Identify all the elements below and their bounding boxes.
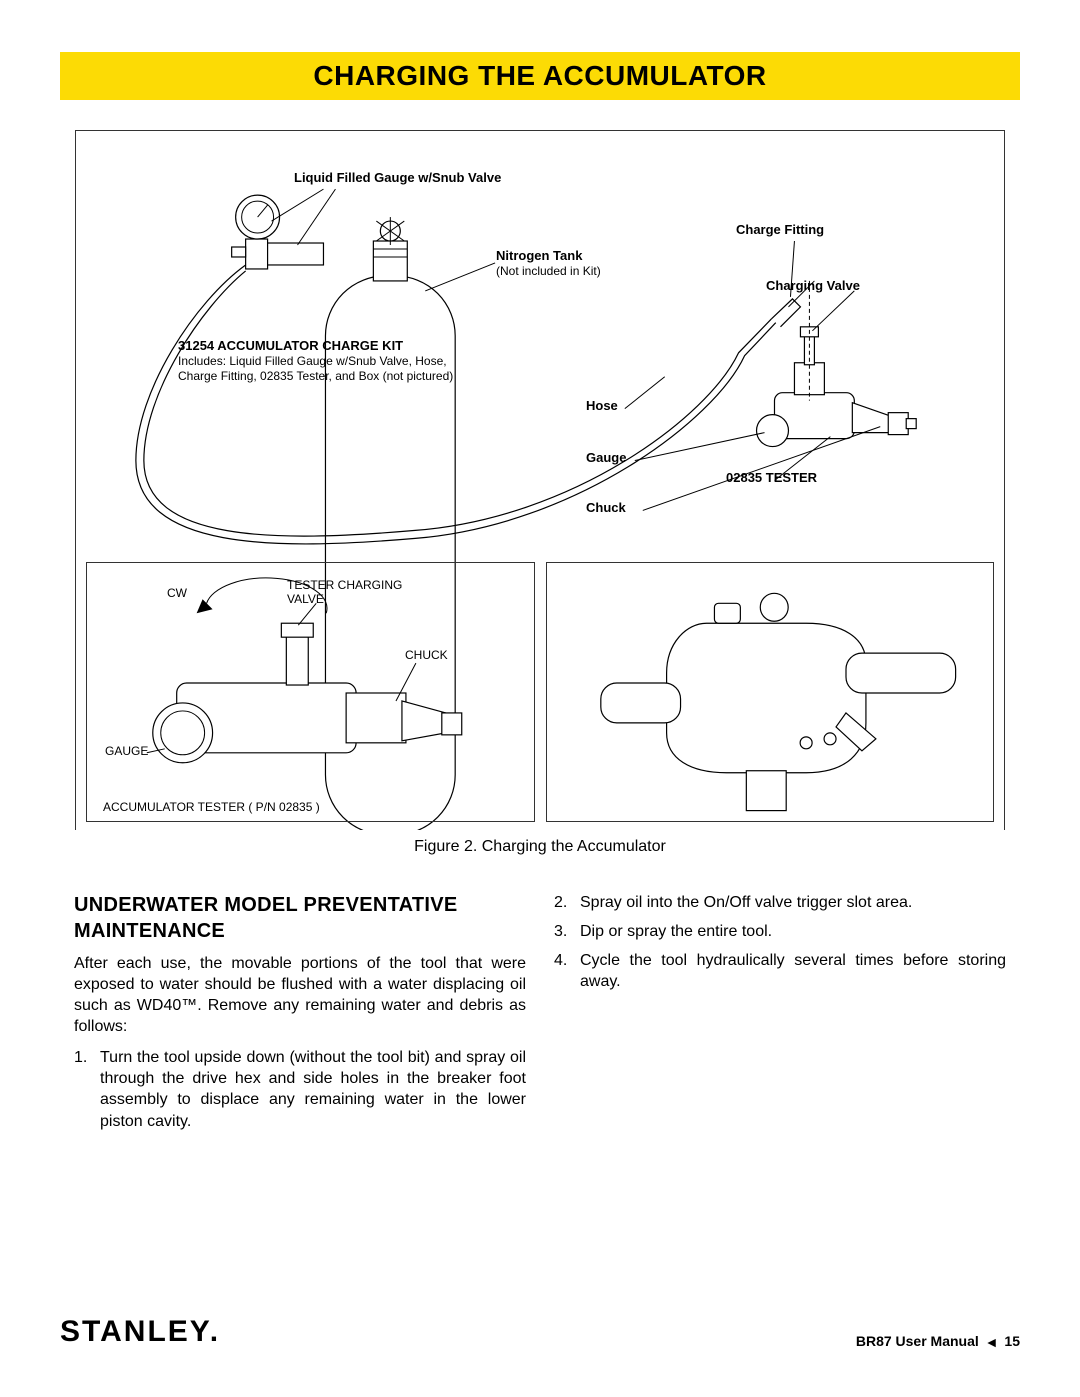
- step-text: Dip or spray the entire tool.: [580, 921, 1006, 942]
- column-left: UNDERWATER MODEL PREVENTATIVE MAINTENANC…: [74, 892, 526, 1140]
- label-kit: 31254 ACCUMULATOR CHARGE KIT Includes: L…: [178, 339, 468, 384]
- section-heading: UNDERWATER MODEL PREVENTATIVE MAINTENANC…: [74, 892, 526, 945]
- stanley-logo: STANLEY.: [60, 1315, 220, 1349]
- steps-list-left: 1. Turn the tool upside down (without th…: [74, 1047, 526, 1131]
- step-num: 1.: [74, 1047, 100, 1131]
- triangle-left-icon: ◄: [985, 1334, 999, 1350]
- step-4: 4. Cycle the tool hydraulically several …: [554, 950, 1006, 992]
- content-columns: UNDERWATER MODEL PREVENTATIVE MAINTENANC…: [74, 892, 1006, 1140]
- step-text: Cycle the tool hydraulically several tim…: [580, 950, 1006, 992]
- label-tester: 02835 TESTER: [726, 471, 817, 486]
- step-num: 2.: [554, 892, 580, 913]
- label-charge-fitting: Charge Fitting: [736, 223, 824, 238]
- label-chuck: Chuck: [586, 501, 626, 516]
- label-cw: CW: [167, 587, 187, 601]
- page-header: CHARGING THE ACCUMULATOR: [60, 52, 1020, 100]
- step-text: Turn the tool upside down (without the t…: [100, 1047, 526, 1131]
- page-footer: STANLEY. BR87 User Manual ◄ 15: [60, 1315, 1020, 1349]
- column-right: 2. Spray oil into the On/Off valve trigg…: [554, 892, 1006, 1140]
- label-pn: ACCUMULATOR TESTER ( P/N 02835 ): [103, 801, 320, 815]
- intro-paragraph: After each use, the movable portions of …: [74, 953, 526, 1037]
- label-hose: Hose: [586, 399, 618, 414]
- label-chuck-2: CHUCK: [405, 649, 448, 663]
- label-gauge-valve: Liquid Filled Gauge w/Snub Valve: [294, 171, 501, 186]
- subfigure-left: CW TESTER CHARGING VALVE CHUCK GAUGE ACC…: [86, 562, 535, 822]
- label-gauge-2: GAUGE: [105, 745, 148, 759]
- subfigure-row: CW TESTER CHARGING VALVE CHUCK GAUGE ACC…: [86, 562, 994, 822]
- step-1: 1. Turn the tool upside down (without th…: [74, 1047, 526, 1131]
- step-text: Spray oil into the On/Off valve trigger …: [580, 892, 1006, 913]
- steps-list-right: 2. Spray oil into the On/Off valve trigg…: [554, 892, 1006, 992]
- label-tester-valve: TESTER CHARGING VALVE: [287, 579, 417, 607]
- label-nitrogen: Nitrogen Tank (Not included in Kit): [496, 249, 601, 279]
- footer-pageref: BR87 User Manual ◄ 15: [856, 1333, 1020, 1349]
- step-3: 3. Dip or spray the entire tool.: [554, 921, 1006, 942]
- page-title: CHARGING THE ACCUMULATOR: [313, 60, 766, 91]
- subfigure-right: [546, 562, 995, 822]
- step-num: 3.: [554, 921, 580, 942]
- label-gauge: Gauge: [586, 451, 626, 466]
- figure-caption: Figure 2. Charging the Accumulator: [0, 838, 1080, 856]
- step-num: 4.: [554, 950, 580, 992]
- step-2: 2. Spray oil into the On/Off valve trigg…: [554, 892, 1006, 913]
- label-charging-valve: Charging Valve: [766, 279, 860, 294]
